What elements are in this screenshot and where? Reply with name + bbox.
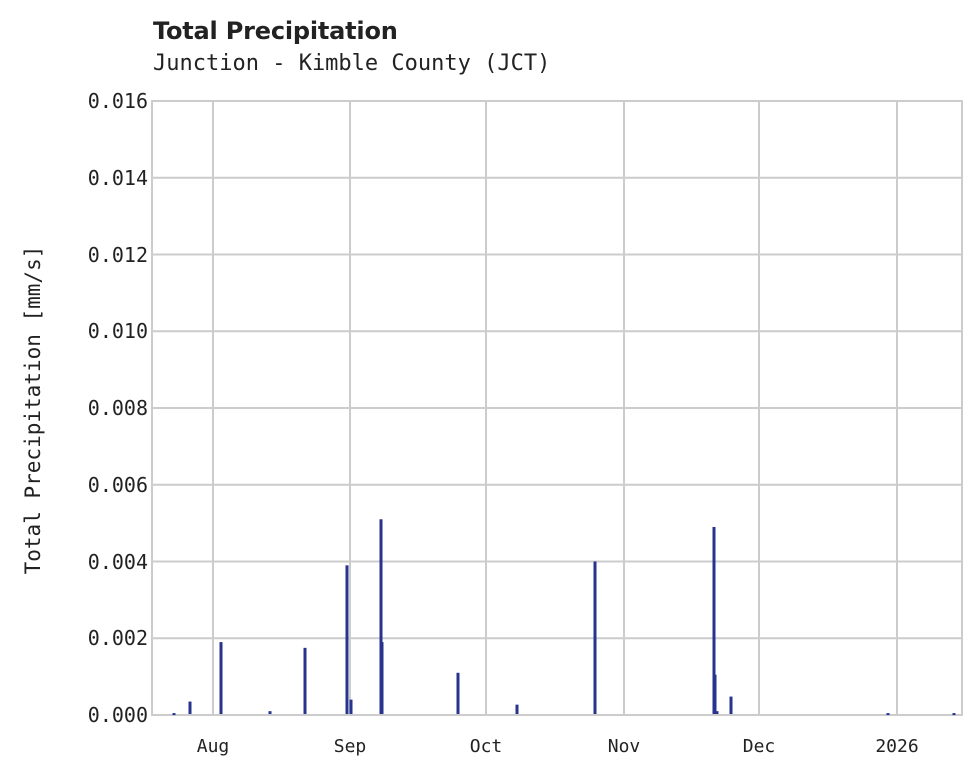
x-tick-label: 2026 [875,736,919,757]
precipitation-bar [349,699,353,714]
y-tick-label: 0.006 [87,472,148,497]
precipitation-bar [268,711,272,714]
precipitation-bar [952,713,956,716]
precipitation-bar [380,642,384,714]
precipitation-bar [456,672,460,714]
precipitation-bar [715,711,719,714]
precipitation-bar [593,561,597,714]
x-tick-label: Oct [469,736,503,757]
y-tick-label: 0.012 [87,242,148,267]
y-tick-label: 0.002 [87,626,148,651]
y-tick-label: 0.014 [87,165,148,190]
precipitation-bar [188,701,192,714]
precipitation-bar [729,696,733,714]
y-tick-label: 0.000 [87,703,148,727]
x-tick-label: Dec [742,736,776,757]
chart-title: Total Precipitation [153,17,398,45]
chart-subtitle: Junction - Kimble County (JCT) [153,51,551,76]
precipitation-bar [713,674,717,714]
precipitation-bar [303,647,307,714]
y-tick-label: 0.008 [87,396,148,420]
y-tick-label: 0.004 [87,549,148,574]
y-tick-label: 0.010 [87,319,148,344]
precipitation-bar [886,713,890,716]
x-tick-label: Sep [333,736,367,757]
precipitation-bar [712,526,716,714]
precipitation-bar [172,713,176,716]
plot-frame [151,100,963,716]
precipitation-bar [219,642,223,714]
precipitation-bar [345,565,349,714]
x-tick-label: Nov [607,736,641,757]
precipitation-bar [379,519,383,714]
x-tick-label: Aug [196,736,230,757]
y-tick-label: 0.016 [87,89,148,113]
precipitation-bar [515,704,519,714]
